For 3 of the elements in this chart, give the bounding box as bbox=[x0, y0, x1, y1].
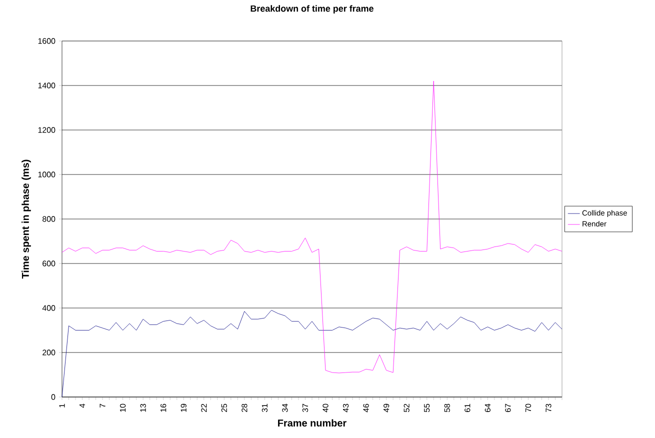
chart-title: Breakdown of time per frame bbox=[250, 5, 374, 14]
x-axis-title: Frame number bbox=[278, 419, 346, 427]
y-axis-title: Time spent in phase (ms) bbox=[22, 160, 31, 279]
